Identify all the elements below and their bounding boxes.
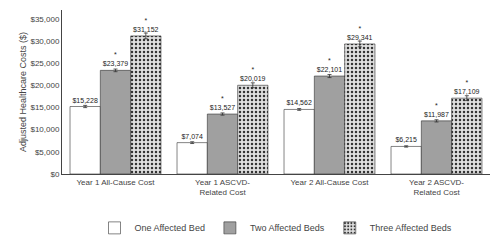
svg-text:Year 2 All-Cause Cost: Year 2 All-Cause Cost xyxy=(291,178,370,187)
svg-text:$15,000: $15,000 xyxy=(30,103,59,112)
svg-text:Year 1 All-Cause Cost: Year 1 All-Cause Cost xyxy=(77,178,156,187)
svg-text:$35,000: $35,000 xyxy=(30,15,59,24)
svg-text:Two Affected Beds: Two Affected Beds xyxy=(250,223,325,233)
svg-text:Adjusted Healthcare Costs ($): Adjusted Healthcare Costs ($) xyxy=(18,32,28,152)
svg-text:$30,000: $30,000 xyxy=(30,37,59,46)
svg-text:$25,000: $25,000 xyxy=(30,59,59,68)
svg-text:*$13,527: *$13,527 xyxy=(210,95,235,111)
svg-text:Year 2 ASCVD-Related Cost: Year 2 ASCVD-Related Cost xyxy=(409,178,464,197)
svg-text:$0: $0 xyxy=(50,170,59,179)
svg-text:*$31,152: *$31,152 xyxy=(133,17,158,33)
svg-text:*$22,101: *$22,101 xyxy=(317,57,342,73)
svg-text:Year 1 ASCVD-Related Cost: Year 1 ASCVD-Related Cost xyxy=(195,178,250,197)
svg-text:$14,562: $14,562 xyxy=(286,99,311,106)
svg-text:*$11,987: *$11,987 xyxy=(424,102,449,118)
svg-text:$10,000: $10,000 xyxy=(30,125,59,134)
svg-text:*$20,019: *$20,019 xyxy=(240,66,265,82)
svg-text:Three Affected Beds: Three Affected Beds xyxy=(370,223,452,233)
svg-text:$15,228: $15,228 xyxy=(72,97,97,104)
svg-text:One Affected Bed: One Affected Bed xyxy=(135,223,205,233)
svg-text:*$17,109: *$17,109 xyxy=(454,79,479,95)
svg-text:$20,000: $20,000 xyxy=(30,81,59,90)
svg-text:$5,000: $5,000 xyxy=(35,148,60,157)
svg-text:$6,215: $6,215 xyxy=(395,136,417,143)
svg-text:*$29,341: *$29,341 xyxy=(347,25,372,41)
svg-text:$7,074: $7,074 xyxy=(181,133,203,140)
svg-text:*$23,379: *$23,379 xyxy=(103,51,128,67)
